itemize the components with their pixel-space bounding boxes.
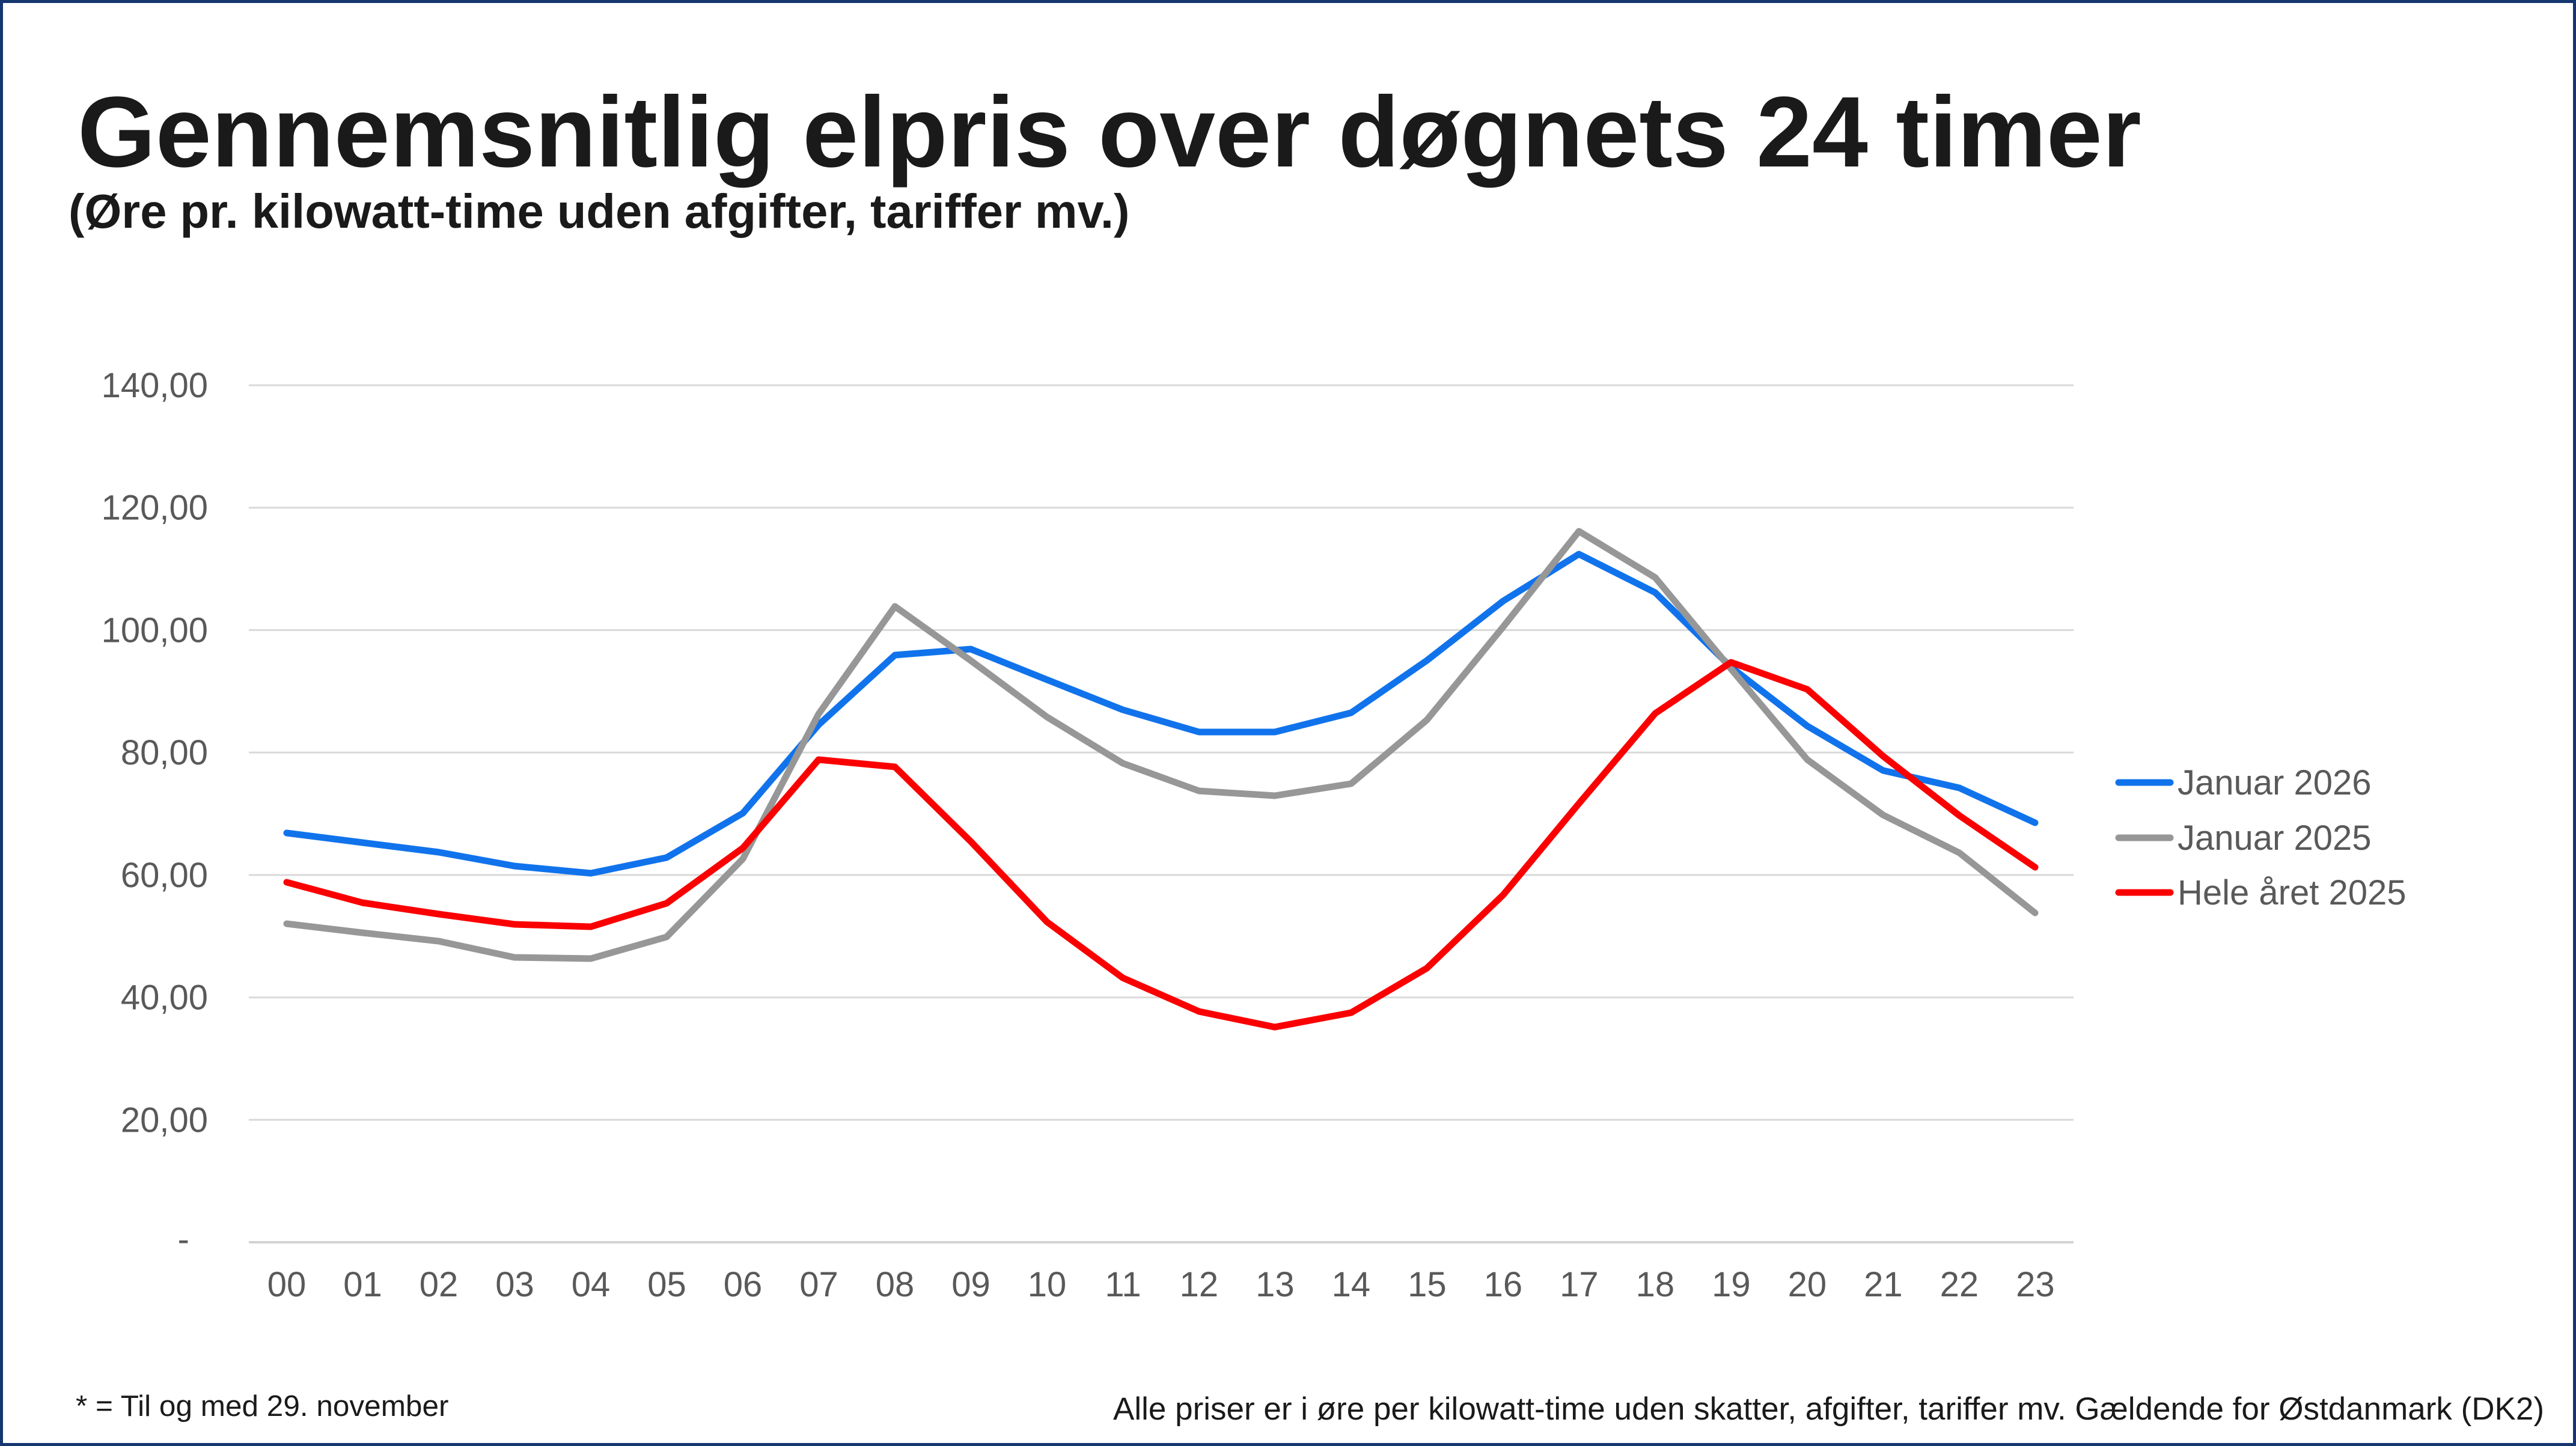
svg-text:03: 03 (495, 1265, 534, 1304)
svg-text:80,00: 80,00 (121, 733, 208, 772)
svg-text:05: 05 (647, 1265, 686, 1304)
svg-text:01: 01 (343, 1265, 382, 1304)
svg-text:120,00: 120,00 (102, 489, 208, 528)
svg-text:12: 12 (1180, 1265, 1219, 1304)
svg-text:(Øre pr. kilowatt-time uden af: (Øre pr. kilowatt-time uden afgifter, ta… (69, 185, 1130, 238)
svg-text:10: 10 (1028, 1265, 1067, 1304)
svg-text:100,00: 100,00 (102, 611, 208, 650)
svg-text:02: 02 (420, 1265, 459, 1304)
svg-text:19: 19 (1712, 1265, 1751, 1304)
svg-text:06: 06 (724, 1265, 763, 1304)
svg-text:04: 04 (572, 1265, 611, 1304)
svg-text:17: 17 (1560, 1265, 1599, 1304)
svg-text:16: 16 (1484, 1265, 1523, 1304)
svg-text:15: 15 (1408, 1265, 1447, 1304)
svg-text:-: - (178, 1220, 189, 1259)
svg-text:22: 22 (1940, 1265, 1979, 1304)
svg-text:Januar 2026: Januar 2026 (2178, 763, 2371, 802)
svg-text:13: 13 (1256, 1265, 1295, 1304)
svg-text:11: 11 (1105, 1265, 1141, 1304)
svg-text:23: 23 (2016, 1265, 2055, 1304)
svg-text:60,00: 60,00 (121, 856, 208, 895)
svg-text:40,00: 40,00 (121, 978, 208, 1017)
svg-text:* = Til og med 29. november: * = Til og med 29. november (76, 1390, 448, 1423)
svg-text:Alle priser er i øre per kilow: Alle priser er i øre per kilowatt-time u… (1113, 1391, 2544, 1427)
svg-text:21: 21 (1864, 1265, 1903, 1304)
svg-text:20,00: 20,00 (121, 1100, 208, 1139)
svg-text:140,00: 140,00 (102, 366, 208, 405)
svg-text:Januar 2025: Januar 2025 (2178, 819, 2371, 858)
svg-text:14: 14 (1332, 1265, 1371, 1304)
svg-text:00: 00 (267, 1265, 307, 1304)
svg-text:20: 20 (1788, 1265, 1827, 1304)
svg-text:09: 09 (951, 1265, 990, 1304)
svg-text:Hele året 2025: Hele året 2025 (2178, 873, 2406, 912)
svg-text:Gennemsnitlig elpris over døgn: Gennemsnitlig elpris over døgnets 24 tim… (78, 76, 2141, 188)
svg-text:07: 07 (799, 1265, 838, 1304)
svg-text:08: 08 (876, 1265, 915, 1304)
svg-text:18: 18 (1636, 1265, 1675, 1304)
